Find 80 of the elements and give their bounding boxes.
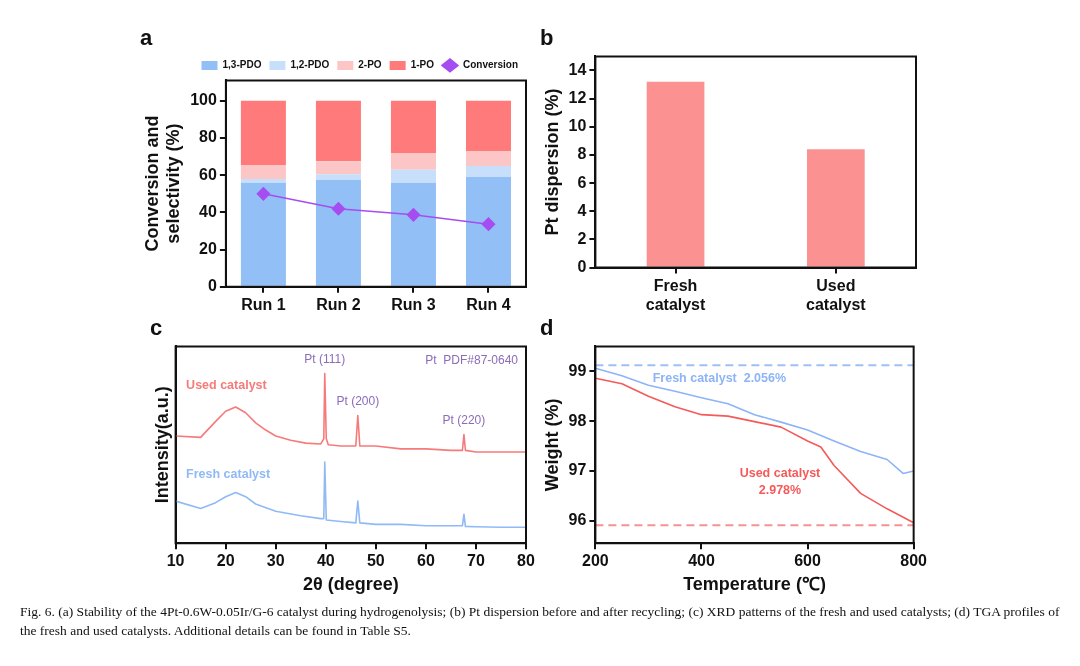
series-label: Fresh catalyst 2.056%: [652, 370, 787, 385]
bar: [390, 169, 436, 183]
chart-title: d: [540, 315, 554, 341]
point: [406, 208, 421, 222]
x-tick-label: 40: [316, 552, 335, 570]
x-axis-title: 2θ (degree): [302, 574, 399, 595]
x-tick-label: 70: [467, 552, 485, 570]
legend-label: 1-PO: [410, 59, 435, 71]
y-tick-label: 14: [568, 60, 587, 78]
bar: [390, 152, 436, 170]
chart-title: c: [150, 315, 163, 341]
y-tick-label: 2: [577, 229, 587, 247]
legend-label: 2-PO: [358, 59, 382, 71]
bar: [315, 161, 361, 175]
annotation: Pt (220): [442, 412, 486, 427]
x-tick-label: 60: [416, 552, 435, 570]
x-tick-label: Run 1: [241, 295, 286, 313]
bar: [240, 100, 286, 166]
bar: [315, 100, 361, 162]
series-label: Used catalyst: [186, 378, 268, 393]
x-tick-label: 600: [794, 552, 822, 570]
y-tick-label: 20: [199, 240, 217, 258]
legend-label: 1,2-PDO: [290, 59, 330, 71]
y-tick-label: 100: [190, 91, 217, 109]
bar: [465, 165, 511, 178]
y-tick-label: 60: [199, 165, 217, 183]
chart-title: a: [140, 25, 153, 51]
bar: [315, 179, 361, 286]
x-tick-label: 50: [366, 552, 385, 570]
bar: [315, 174, 361, 180]
y-tick-label: 12: [568, 89, 587, 107]
legend-label: 1,3-PDO: [222, 59, 262, 71]
annotation: Pt (200): [336, 393, 380, 408]
y-tick-label: 0: [207, 277, 217, 295]
y-tick-label: 80: [199, 128, 217, 146]
text: Pt PDF#87-0640: [425, 352, 519, 367]
bar: [465, 177, 511, 286]
bar: [465, 151, 511, 166]
y-axis-title: Conversion and selectivity (%): [141, 115, 184, 252]
bar: [390, 100, 436, 153]
x-tick-label: 400: [688, 552, 715, 570]
y-axis-title: Weight (%): [541, 398, 562, 492]
x-tick-label: 800: [900, 552, 928, 570]
bar: [465, 100, 511, 152]
annotation: Pt (111): [304, 351, 346, 366]
x-tick-label: 30: [266, 552, 285, 570]
point: [331, 201, 346, 216]
bar: [240, 178, 286, 183]
bar: [390, 182, 436, 286]
x-tick-label: 10: [166, 552, 185, 570]
x-tick-label: 80: [517, 552, 535, 570]
bar: [240, 165, 286, 179]
x-tick-label: Run 4: [466, 295, 511, 313]
point: [256, 187, 271, 201]
y-tick-label: 98: [568, 411, 587, 429]
series-label: Used catalyst 2.978%: [739, 466, 822, 498]
y-tick-label: 0: [577, 258, 587, 276]
x-tick-label: 20: [216, 552, 235, 570]
x-tick-label: Run 3: [391, 295, 436, 313]
y-tick-label: 40: [199, 202, 217, 220]
y-axis-title: Intensity(a.u.): [151, 386, 172, 504]
y-tick-label: 96: [568, 511, 587, 529]
y-tick-label: 6: [577, 173, 587, 191]
bar: [240, 182, 286, 286]
legend-label: Conversion: [462, 59, 519, 71]
point: [481, 217, 496, 231]
series-label: Fresh catalyst: [186, 466, 272, 481]
y-tick-label: 4: [577, 201, 587, 219]
y-tick-label: 99: [568, 361, 587, 379]
chart-title: b: [540, 25, 554, 51]
caption: Fig. 6. (a) Stability of the 4Pt-0.6W-0.05Ir/G-6 catalyst during hydrogenolysis; (b) Pt dispersion before and after recycling; (c) XRD patterns of the fresh and used catalysts; (d) TGA profiles of the fresh and used catalysts. Additional details can be found in Table S5.: [20, 603, 1060, 640]
y-tick-label: 97: [568, 461, 587, 479]
x-axis-title: Temperature (℃): [683, 574, 826, 595]
y-axis-title: Pt dispersion (%): [541, 88, 562, 236]
x-tick-label: 200: [582, 552, 609, 570]
y-tick-label: 8: [577, 145, 587, 163]
x-tick-label: Used catalyst: [806, 276, 867, 313]
y-tick-label: 10: [568, 117, 587, 135]
x-tick-label: Run 2: [316, 295, 361, 313]
x-tick-label: Fresh catalyst: [645, 276, 707, 313]
